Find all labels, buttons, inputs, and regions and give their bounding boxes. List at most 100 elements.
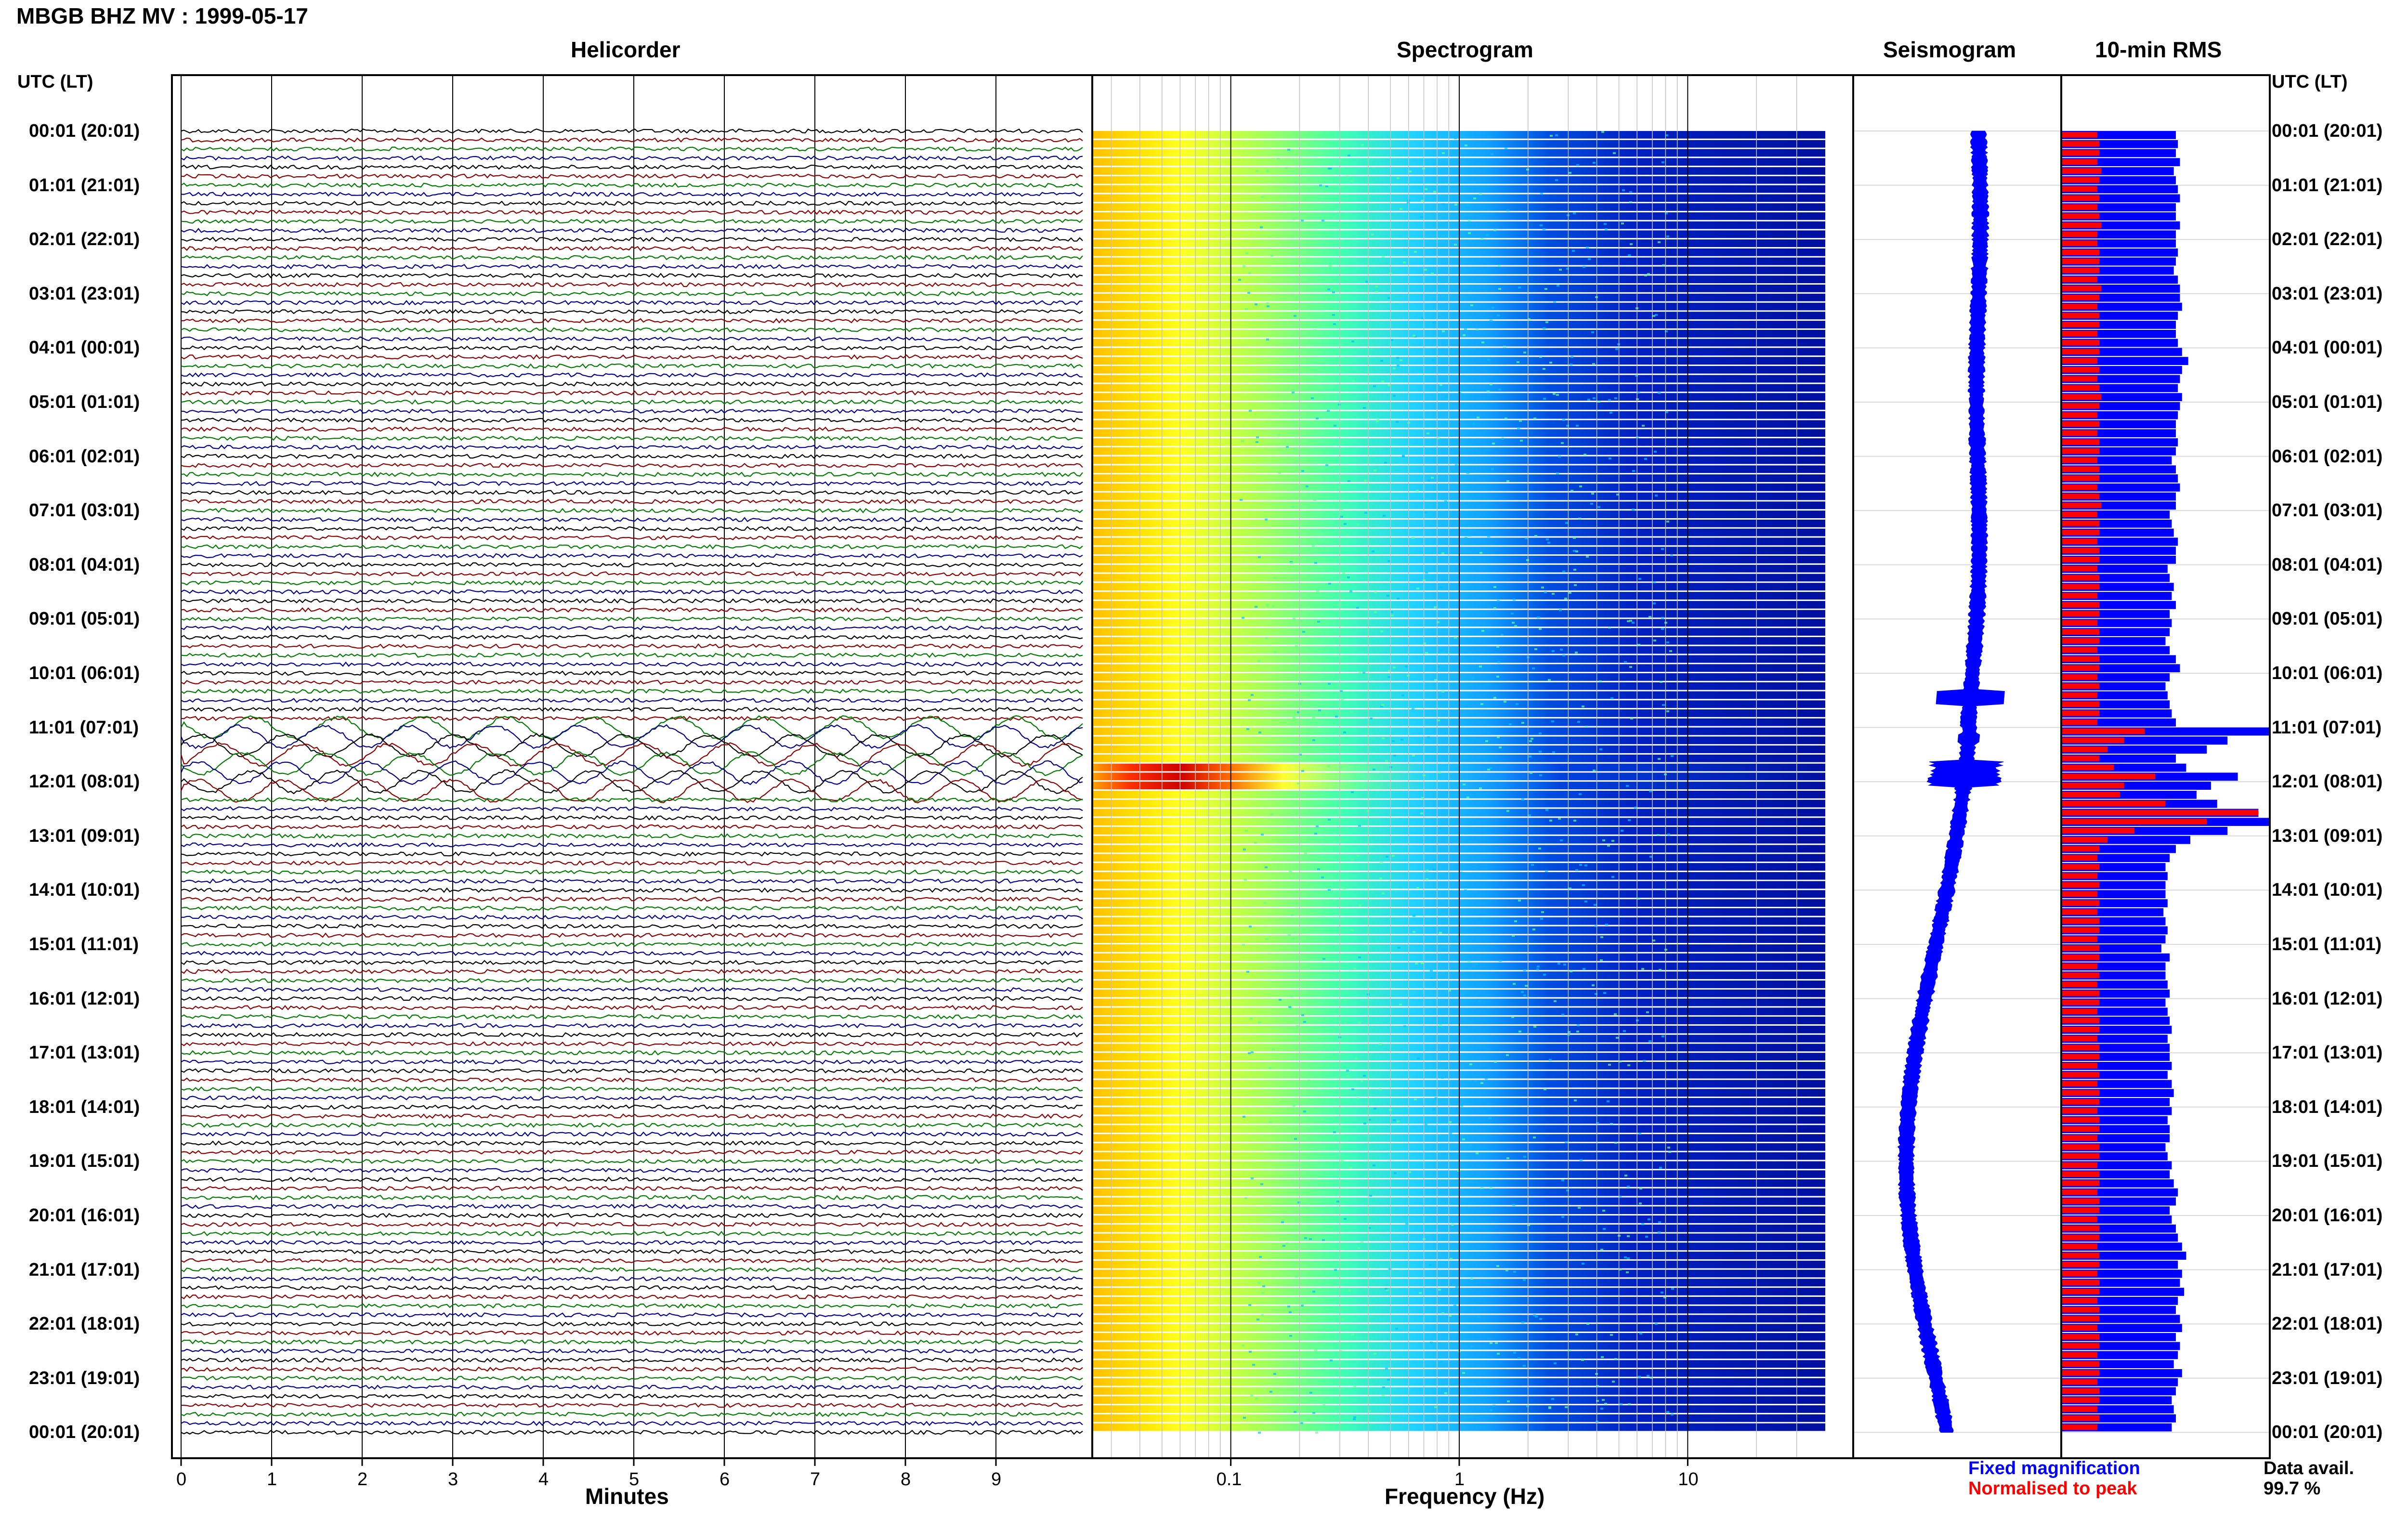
helicorder-trace (181, 589, 1083, 595)
spectrogram-speckle (1405, 666, 1408, 667)
spectrogram-speckle (1324, 1054, 1327, 1056)
helicorder-trace (181, 661, 1083, 667)
spectrogram-speckle (1641, 968, 1644, 970)
spectrogram-speckle (1466, 204, 1469, 206)
spectrogram-speckle (1258, 1432, 1261, 1434)
spectrogram-speckle (1309, 1238, 1312, 1240)
helicorder-trace (181, 1421, 1083, 1426)
spectrogram-speckle (1300, 700, 1303, 702)
helicorder-trace (181, 1203, 1083, 1209)
spectrogram-speckle (1573, 550, 1576, 552)
spectrogram-speckle (1376, 419, 1379, 421)
spectrogram-speckle (1574, 1099, 1577, 1101)
spectrogram-speckle (1540, 918, 1543, 920)
right-time-header: UTC (LT) (2272, 72, 2348, 92)
left-time-label: 20:01 (16:01) (29, 1205, 140, 1226)
helicorder-trace (181, 1357, 1083, 1363)
spectrogram-speckle (1343, 888, 1346, 889)
spectrogram-speckle (1348, 480, 1350, 482)
rms-normalised-bar (2062, 1126, 2100, 1132)
spectrogram-speckle (1530, 772, 1532, 774)
rms-normalised-bar (2062, 403, 2100, 409)
spectrogram-speckle (1463, 334, 1466, 336)
spectrogram-speckle (1629, 201, 1632, 203)
spectrogram-speckle (1358, 956, 1361, 958)
spectrogram-speckle (1573, 569, 1576, 571)
helicorder-trace (181, 1041, 1083, 1047)
helicorder-trace (181, 390, 1083, 396)
spectrogram-speckle (1462, 1138, 1465, 1140)
spectrogram-speckle (1241, 440, 1244, 442)
rms-normalised-bar (2062, 1415, 2100, 1421)
spectrogram-speckle (1519, 420, 1522, 422)
spectrogram-speckle (1539, 774, 1542, 776)
spectrogram-speckle (1326, 1183, 1329, 1185)
data-avail-value: 99.7 % (2264, 1478, 2321, 1499)
spectrogram-speckle (1611, 876, 1614, 878)
left-time-label: 06:01 (02:01) (29, 446, 140, 467)
helicorder-trace (181, 282, 1083, 288)
spectrogram-speckle (1639, 1188, 1642, 1189)
spectrogram-speckle (1468, 535, 1471, 536)
spectrogram-speckle (1521, 1321, 1524, 1323)
spectrogram-speckle (1287, 149, 1290, 151)
spectrogram-speckle (1259, 1256, 1262, 1258)
helicorder-trace (181, 1068, 1083, 1074)
spectrogram-speckle (1534, 535, 1537, 537)
rms-normalised-bar (2062, 1253, 2100, 1258)
left-time-label: 15:01 (11:01) (29, 934, 139, 954)
helicorder-trace (181, 715, 1083, 740)
helicorder-trace (181, 1032, 1083, 1038)
spectrogram-speckle (1559, 269, 1562, 271)
helicorder-trace (181, 1230, 1083, 1236)
rms-normalised-bar (2062, 728, 2145, 734)
spectrogram-speckle (1531, 738, 1533, 740)
spectrogram-speckle (1425, 188, 1427, 190)
spectrogram-speckle (1638, 1376, 1641, 1378)
spectrogram-speckle (1356, 607, 1359, 609)
rms-normalised-bar (2062, 258, 2100, 264)
spectrogram-speckle (1624, 1256, 1627, 1258)
rms-normalised-bar (2062, 737, 2124, 744)
spectrogram-speckle (1392, 740, 1395, 742)
rms-normalised-bar (2062, 810, 2259, 816)
helicorder-trace (181, 670, 1083, 676)
spectrogram-speckle (1393, 1119, 1396, 1121)
spectrogram-speckle (1480, 238, 1483, 240)
spectrogram-speckle (1667, 1147, 1670, 1149)
spectrogram-speckle (1647, 273, 1650, 275)
spectrogram-speckle (1351, 340, 1354, 342)
rms-normalised-bar (2062, 457, 2097, 463)
spectrogram-speckle (1582, 706, 1584, 707)
spectrogram-speckle (1314, 1349, 1317, 1351)
spectrogram-speckle (1340, 516, 1343, 518)
spectrogram-speckle (1596, 1400, 1599, 1402)
rms-normalised-bar (2062, 557, 2100, 562)
rms-normalised-bar (2062, 792, 2120, 797)
helicorder-trace (181, 1213, 1083, 1218)
rms-normalised-bar (2062, 240, 2097, 246)
spectrogram-speckle (1380, 706, 1383, 707)
spectrogram-speckle (1250, 1395, 1253, 1397)
helicorder-trace (181, 236, 1083, 242)
spectrogram-speckle (1416, 490, 1419, 492)
spectrogram-speckle (1312, 1291, 1315, 1293)
spectrogram-speckle (1351, 1333, 1354, 1335)
spectrogram-speckle (1333, 323, 1336, 325)
rms-normalised-bar (2062, 394, 2102, 400)
spectrogram-speckle (1382, 1395, 1385, 1397)
spectrogram-speckle (1432, 1109, 1435, 1111)
spectrogram-speckle (1471, 677, 1474, 679)
rms-normalised-bar (2062, 168, 2102, 174)
spectrogram-speckle (1521, 991, 1524, 993)
left-time-label: 08:01 (04:01) (29, 554, 140, 575)
left-time-label: 19:01 (15:01) (29, 1151, 140, 1172)
spectrogram-speckle (1619, 1060, 1622, 1062)
spectrogram-speckle (1333, 1131, 1336, 1133)
spectrogram-speckle (1441, 552, 1444, 554)
spectrogram-speckle (1438, 1289, 1441, 1291)
spectrogram-speckle (1499, 960, 1502, 962)
spectrogram-speckle (1421, 200, 1424, 202)
spectrogram-speckle (1603, 992, 1606, 994)
spectrogram-speckle (1433, 322, 1436, 324)
